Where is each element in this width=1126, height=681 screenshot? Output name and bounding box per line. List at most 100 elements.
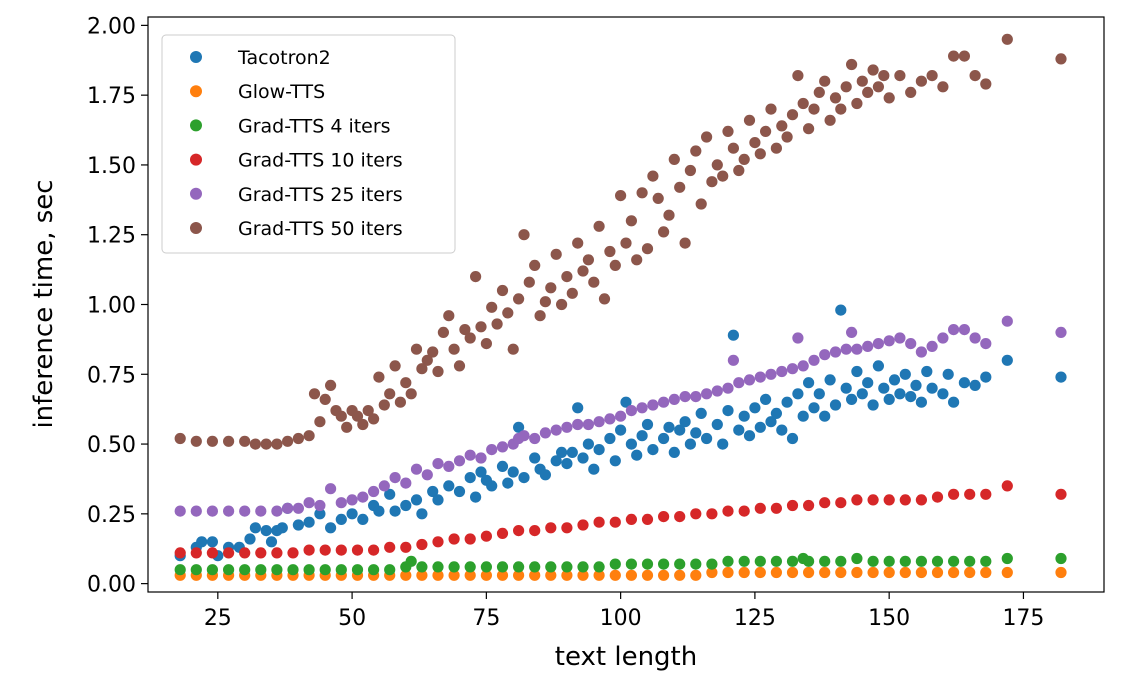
data-point <box>410 343 423 355</box>
data-point <box>899 494 911 506</box>
data-point <box>663 421 675 433</box>
data-point <box>668 393 680 405</box>
series-2 <box>174 552 1067 576</box>
data-point <box>690 427 702 439</box>
data-point <box>862 340 874 352</box>
data-point <box>400 377 412 389</box>
data-point <box>942 368 954 380</box>
data-point <box>249 438 261 450</box>
data-point <box>496 441 509 453</box>
data-point <box>867 566 879 579</box>
data-point <box>717 438 729 450</box>
data-point <box>416 569 428 581</box>
data-point <box>948 488 960 500</box>
series-5 <box>174 33 1067 450</box>
data-point <box>410 463 423 475</box>
data-point <box>480 561 492 573</box>
data-point <box>948 566 960 579</box>
data-point <box>539 469 552 481</box>
data-point <box>851 552 863 565</box>
x-tick-label: 175 <box>1002 606 1044 631</box>
data-point <box>416 538 428 551</box>
data-point <box>453 360 466 372</box>
data-point <box>513 569 525 581</box>
data-point <box>604 413 616 425</box>
data-point <box>190 547 202 559</box>
data-point <box>556 298 568 311</box>
data-point <box>593 561 605 573</box>
legend-label: Grad-TTS 50 iters <box>238 218 403 240</box>
data-point <box>427 485 439 498</box>
x-tick-label: 25 <box>204 606 232 631</box>
data-point <box>733 164 745 177</box>
data-point <box>840 382 852 394</box>
data-point <box>400 477 412 489</box>
data-point <box>625 513 638 526</box>
data-point <box>797 97 809 110</box>
data-point <box>738 153 750 165</box>
data-point <box>674 510 686 523</box>
data-point <box>733 424 745 436</box>
data-point <box>840 81 852 93</box>
data-point <box>641 569 654 581</box>
data-point <box>722 566 734 579</box>
data-point <box>378 399 390 411</box>
data-point <box>529 259 541 271</box>
data-point <box>770 502 783 514</box>
data-point <box>668 153 680 165</box>
data-point <box>421 469 433 481</box>
data-point <box>357 491 369 503</box>
data-point <box>271 438 283 450</box>
data-point <box>496 284 509 297</box>
data-point <box>948 50 960 62</box>
data-point <box>260 525 272 537</box>
legend-label: Grad-TTS 25 iters <box>238 184 403 206</box>
data-point <box>174 564 186 576</box>
data-point <box>937 81 949 93</box>
data-point <box>781 396 793 408</box>
data-point <box>722 505 734 517</box>
legend-label: Tacotron2 <box>237 47 331 69</box>
data-point <box>303 430 315 442</box>
data-point <box>357 418 369 431</box>
data-point <box>706 558 718 570</box>
data-point <box>609 516 621 528</box>
data-point <box>1055 326 1067 338</box>
data-point <box>786 432 799 445</box>
data-point <box>647 170 659 182</box>
data-point <box>545 561 557 573</box>
data-point <box>400 499 412 512</box>
data-point <box>797 360 809 372</box>
data-point <box>416 363 428 375</box>
data-point <box>239 547 251 559</box>
data-point <box>948 555 960 567</box>
data-point <box>335 564 347 576</box>
data-point <box>1001 354 1013 366</box>
y-tick-label: 0.75 <box>87 363 136 388</box>
data-point <box>980 555 992 567</box>
data-point <box>255 564 267 576</box>
data-point <box>765 416 777 428</box>
data-point <box>792 70 804 82</box>
data-point <box>658 432 670 445</box>
data-point <box>319 564 331 576</box>
data-point <box>625 215 638 227</box>
data-point <box>464 332 476 344</box>
legend-marker <box>190 119 202 132</box>
data-point <box>609 558 621 570</box>
data-point <box>561 271 573 283</box>
data-point <box>351 564 364 576</box>
data-point <box>287 564 299 576</box>
data-point <box>507 343 519 355</box>
data-point <box>389 505 401 517</box>
data-point <box>453 485 466 498</box>
data-point <box>190 435 202 447</box>
data-point <box>684 438 697 450</box>
data-point <box>776 365 788 378</box>
data-point <box>905 391 917 403</box>
data-point <box>926 70 938 82</box>
data-point <box>883 393 895 405</box>
data-point <box>625 569 638 581</box>
data-point <box>276 522 288 534</box>
data-point <box>529 432 541 445</box>
